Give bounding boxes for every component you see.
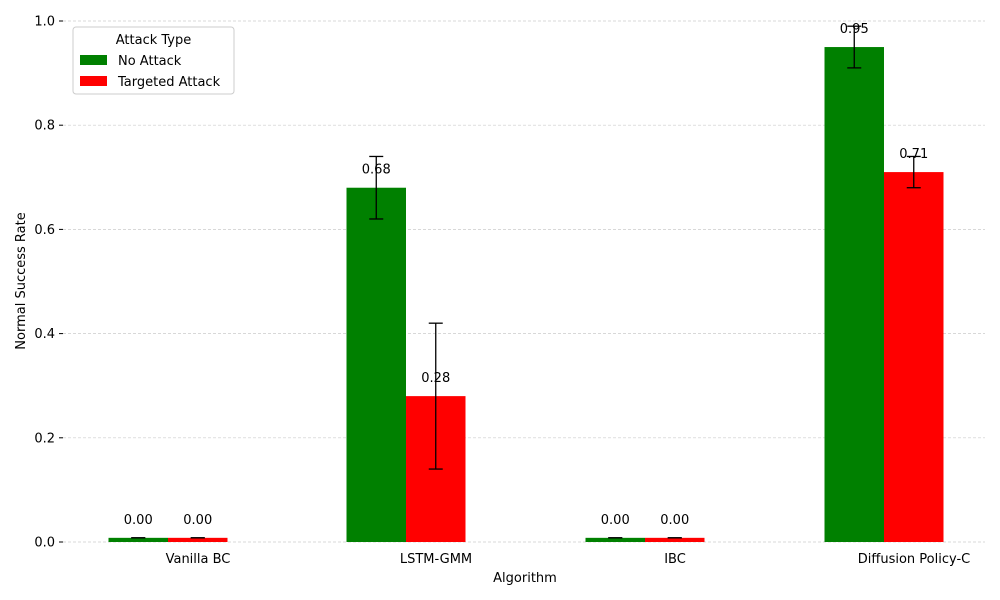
data-label: 0.68 [362,163,391,178]
data-labels-group: 0.00 0.68 0.00 0.95 0.00 0.28 0.00 0.71 [124,22,928,528]
bar [168,537,228,542]
legend-frame [72,26,235,95]
bar [824,47,884,543]
x-tick-label: Diffusion Policy-C [858,552,970,567]
data-label: 0.71 [899,147,928,162]
data-label: 0.00 [660,513,689,528]
data-label: 0.00 [124,513,153,528]
x-axis-ticks: Vanilla BC LSTM-GMM IBC Diffusion Policy-C [166,552,971,567]
y-tick-label: 0.6 [34,223,55,238]
bar [884,172,944,542]
y-tick-label: 0.8 [34,119,55,134]
grid-lines [63,20,985,543]
error-bars-group [131,25,921,539]
y-axis-ticks: 0.0 0.2 0.4 0.6 0.8 1.0 [34,15,63,551]
legend: Attack Type No Attack Targeted Attack [72,26,235,95]
bars-group [108,47,944,543]
legend-title: Attack Type [116,33,192,48]
legend-swatch-no-attack [80,55,107,65]
y-tick-label: 0.4 [34,327,55,342]
y-tick-label: 1.0 [34,15,55,30]
bar [346,187,406,542]
data-label: 0.00 [601,513,630,528]
y-tick-label: 0.0 [34,536,55,551]
bar [645,537,705,542]
y-axis-label: Normal Success Rate [14,212,29,349]
x-tick-label: IBC [664,552,686,567]
legend-label-targeted-attack: Targeted Attack [117,75,221,90]
y-tick-label: 0.2 [34,431,55,446]
data-label: 0.28 [421,371,450,386]
legend-swatch-targeted-attack [80,76,107,86]
x-tick-label: Vanilla BC [166,552,231,567]
x-axis-label: Algorithm [493,571,557,586]
bar [585,537,645,542]
data-label: 0.00 [183,513,212,528]
legend-label-no-attack: No Attack [118,54,182,69]
data-label: 0.95 [840,22,869,37]
bar [108,537,168,542]
x-tick-label: LSTM-GMM [400,552,472,567]
